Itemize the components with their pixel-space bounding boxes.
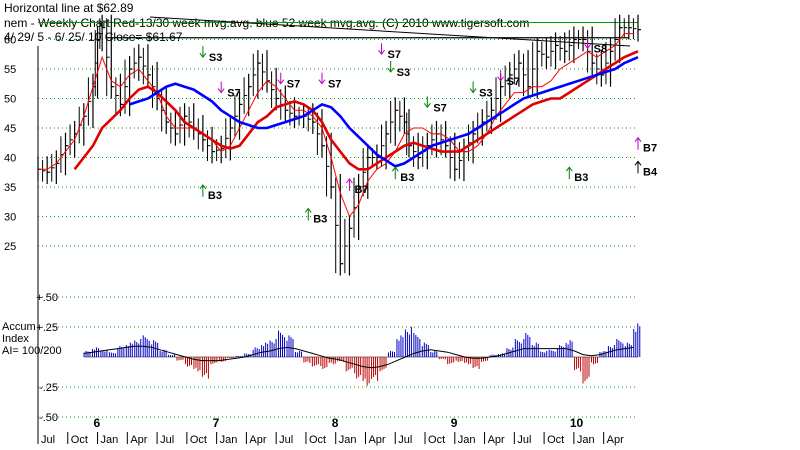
ma-52-line xyxy=(129,56,639,168)
accum-tick-label: +.25 xyxy=(36,322,58,334)
price-tick-label: 55 xyxy=(4,64,16,76)
month-label: Jul xyxy=(398,434,412,446)
accum-tick-label: -.50 xyxy=(39,412,58,424)
sell-arrow-head xyxy=(199,52,207,58)
month-label: Jul xyxy=(160,434,174,446)
sell-signal-label: S3 xyxy=(397,67,410,79)
buy-signal-label: B3 xyxy=(208,190,222,202)
buy-signal-label: B4 xyxy=(643,166,658,178)
buy-arrow-head xyxy=(634,136,642,142)
sell-arrow-head xyxy=(469,88,477,94)
month-label: Jan xyxy=(577,434,595,446)
price-tick-label: 45 xyxy=(4,123,16,135)
sell-arrow-head xyxy=(318,79,326,85)
month-label: Jan xyxy=(220,434,238,446)
buy-arrow-head xyxy=(304,207,312,213)
month-label: Jan xyxy=(458,434,476,446)
year-label: 8 xyxy=(332,416,339,430)
month-label: Apr xyxy=(607,434,624,446)
sell-arrow-head xyxy=(217,88,225,94)
buy-arrow-head xyxy=(346,178,353,184)
buy-arrow-head xyxy=(634,160,642,166)
price-tick-label: 50 xyxy=(4,94,16,106)
sell-signal-label: S7 xyxy=(328,79,341,91)
month-label: Jul xyxy=(41,434,55,446)
month-label: Apr xyxy=(368,434,385,446)
month-label: Jan xyxy=(339,434,357,446)
price-tick-label: 40 xyxy=(4,153,16,165)
buy-signal-label: B3 xyxy=(574,172,588,184)
month-label: Oct xyxy=(71,434,88,446)
month-label: Oct xyxy=(428,434,445,446)
year-label: 10 xyxy=(570,416,584,430)
month-label: Jan xyxy=(101,434,119,446)
month-label: Apr xyxy=(488,434,505,446)
price-tick-label: 35 xyxy=(4,182,16,194)
price-tick-label: 30 xyxy=(4,212,16,224)
accum-tick-label: +.50 xyxy=(36,292,58,304)
sell-signal-label: S7 xyxy=(227,88,240,100)
month-label: Oct xyxy=(309,434,326,446)
sell-signal-label: S7 xyxy=(388,49,401,61)
month-label: Oct xyxy=(547,434,564,446)
accum-ma-line xyxy=(83,345,634,369)
sell-signal-label: S7 xyxy=(287,79,300,91)
month-label: Apr xyxy=(130,434,147,446)
sell-arrow-head xyxy=(423,103,431,109)
sell-signal-label: S8 xyxy=(594,43,607,55)
year-label: 9 xyxy=(451,416,458,430)
price-tick-label: 25 xyxy=(4,241,16,253)
sell-signal-label: S3 xyxy=(209,52,222,64)
buy-signal-label: B7 xyxy=(643,143,657,155)
ma-13-line xyxy=(38,33,634,218)
sell-arrow-head xyxy=(378,49,385,56)
sell-arrow-head xyxy=(277,79,285,85)
title-pointer-line xyxy=(149,16,631,47)
sell-arrow-head xyxy=(584,43,592,50)
accum-tick-label: -.25 xyxy=(39,382,58,394)
chart-title: nem - Weekly Chart Red-13/30 week mvg.av… xyxy=(4,16,530,30)
ma-30-line xyxy=(73,50,639,171)
buy-signal-label: B3 xyxy=(313,214,327,226)
month-label: Jul xyxy=(517,434,531,446)
buy-arrow-head xyxy=(391,166,399,172)
sell-arrow-head xyxy=(387,67,395,73)
buy-signal-label: B3 xyxy=(400,172,414,184)
month-label: Oct xyxy=(190,434,207,446)
month-label: Jul xyxy=(279,434,293,446)
price-tick-label: 60 xyxy=(4,35,16,47)
accum-label: Accum xyxy=(2,321,36,333)
sell-arrow-head xyxy=(497,76,504,82)
sell-signal-label: S7 xyxy=(433,102,446,114)
year-label: 6 xyxy=(94,416,101,430)
buy-arrow-head xyxy=(199,184,207,190)
sell-signal-label: S3 xyxy=(479,88,492,100)
sell-signal-label: S7 xyxy=(507,76,520,88)
buy-signal-label: B7 xyxy=(354,184,368,196)
month-label: Apr xyxy=(249,434,266,446)
buy-arrow-head xyxy=(565,166,573,172)
horizontal-line-caption: Horizontal line at $62.89 xyxy=(4,1,134,15)
accum-label: AI= 100/200 xyxy=(2,345,62,357)
year-label: 7 xyxy=(213,416,220,430)
accum-label: Index xyxy=(2,333,29,345)
date-range-close: 4/ 29/ 5 - 6/ 25/ 10 Close= $61.67 xyxy=(4,30,183,44)
